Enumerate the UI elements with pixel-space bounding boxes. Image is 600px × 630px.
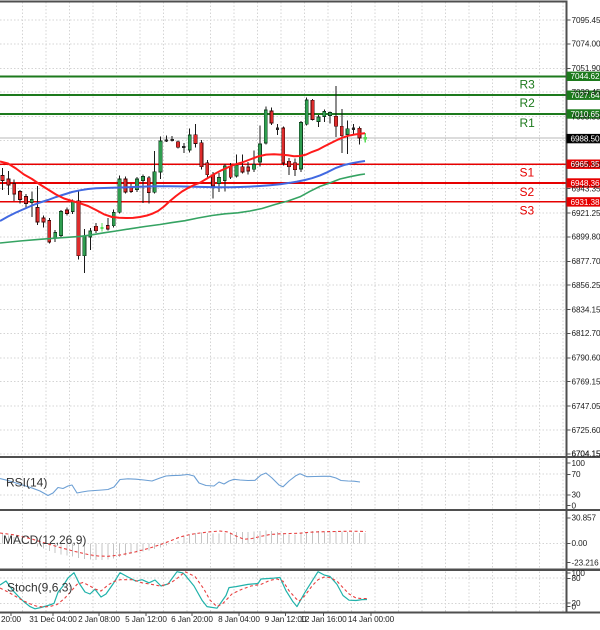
svg-text:9 Jan 12:00: 9 Jan 12:00 <box>265 615 307 624</box>
svg-text:S2: S2 <box>520 185 535 199</box>
svg-text:R2: R2 <box>520 96 536 110</box>
svg-text:MACD(12,26,9): MACD(12,26,9) <box>3 533 86 547</box>
svg-text:2 Jan 08:00: 2 Jan 08:00 <box>78 615 120 624</box>
svg-text:Stoch(9,6,3): Stoch(9,6,3) <box>7 581 72 595</box>
svg-text:6964.80: 6964.80 <box>572 161 600 170</box>
svg-text:7030.45: 7030.45 <box>572 88 600 97</box>
svg-text:6 Jan 20:00: 6 Jan 20:00 <box>171 615 213 624</box>
svg-text:31 Dec 04:00: 31 Dec 04:00 <box>29 615 77 624</box>
svg-text:6704.15: 6704.15 <box>572 450 600 459</box>
svg-text:0: 0 <box>572 602 577 611</box>
svg-text:0.00: 0.00 <box>572 539 588 548</box>
svg-text:6856.25: 6856.25 <box>572 281 600 290</box>
svg-text:RSI(14): RSI(14) <box>6 476 47 490</box>
svg-text:6921.25: 6921.25 <box>572 209 600 218</box>
svg-text:8 Jan 04:00: 8 Jan 04:00 <box>218 615 260 624</box>
svg-text:6986.90: 6986.90 <box>572 136 600 145</box>
svg-text:12 Jan 16:00: 12 Jan 16:00 <box>300 615 347 624</box>
svg-text:14 Jan 00:00: 14 Jan 00:00 <box>348 615 395 624</box>
svg-text:100: 100 <box>572 569 586 578</box>
svg-text:R3: R3 <box>520 78 536 92</box>
svg-text:6931.38: 6931.38 <box>571 198 600 207</box>
svg-text:7044.62: 7044.62 <box>571 72 600 81</box>
svg-text:0: 0 <box>572 501 577 510</box>
svg-text:100: 100 <box>572 459 586 468</box>
svg-text:20:00: 20:00 <box>1 615 22 624</box>
svg-text:6834.15: 6834.15 <box>572 306 600 315</box>
svg-text:-23.216: -23.216 <box>572 558 600 567</box>
svg-text:6704.15: 6704.15 <box>572 450 600 459</box>
svg-text:6948.36: 6948.36 <box>571 179 600 188</box>
svg-text:7010.65: 7010.65 <box>571 110 600 119</box>
svg-text:6988.50: 6988.50 <box>571 135 600 144</box>
svg-text:6899.80: 6899.80 <box>572 233 600 242</box>
svg-text:6877.70: 6877.70 <box>572 257 600 266</box>
svg-text:R1: R1 <box>520 116 536 130</box>
svg-text:6747.05: 6747.05 <box>572 402 600 411</box>
svg-text:20: 20 <box>572 599 581 608</box>
svg-text:S3: S3 <box>520 203 535 217</box>
svg-text:6725.60: 6725.60 <box>572 426 600 435</box>
svg-text:30.857: 30.857 <box>572 514 597 523</box>
svg-text:7095.45: 7095.45 <box>572 16 600 25</box>
svg-text:6812.70: 6812.70 <box>572 329 600 338</box>
svg-text:7074.00: 7074.00 <box>572 40 600 49</box>
svg-text:6943.35: 6943.35 <box>572 184 600 193</box>
svg-text:6769.15: 6769.15 <box>572 378 600 387</box>
svg-text:7051.90: 7051.90 <box>572 64 600 73</box>
svg-text:5 Jan 12:00: 5 Jan 12:00 <box>125 615 167 624</box>
svg-text:30: 30 <box>572 491 581 500</box>
svg-text:7008.35: 7008.35 <box>572 112 600 121</box>
svg-text:80: 80 <box>572 574 581 583</box>
svg-text:7027.64: 7027.64 <box>571 91 600 100</box>
svg-text:70: 70 <box>572 470 581 479</box>
svg-text:6790.60: 6790.60 <box>572 354 600 363</box>
svg-text:6965.35: 6965.35 <box>571 160 600 169</box>
svg-text:S1: S1 <box>520 166 535 180</box>
